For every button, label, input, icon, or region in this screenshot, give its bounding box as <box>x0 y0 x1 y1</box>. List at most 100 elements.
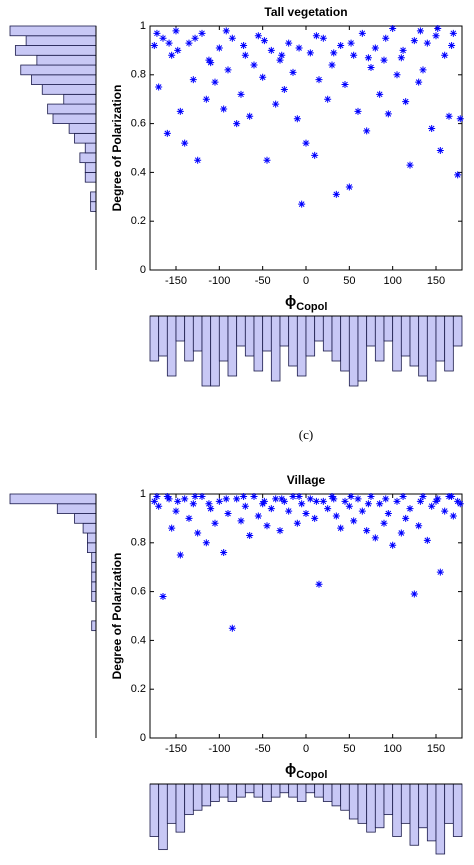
x-hist-bar <box>409 315 420 367</box>
x-hist-bar <box>348 783 359 820</box>
point <box>345 502 353 510</box>
point <box>423 39 431 47</box>
point <box>376 90 384 98</box>
y-tick-label: 0.4 <box>131 634 146 646</box>
point <box>222 27 230 35</box>
y-tick-label: 0 <box>140 264 146 276</box>
x-hist-bar <box>262 783 272 802</box>
point <box>312 32 320 40</box>
point <box>207 505 215 513</box>
x-tick-label: -150 <box>165 743 187 755</box>
point <box>341 497 349 505</box>
point <box>215 497 223 505</box>
point <box>267 46 275 54</box>
x-hist-bar <box>426 783 437 842</box>
point <box>399 46 407 54</box>
x-hist-bar <box>418 315 428 377</box>
point <box>260 37 268 45</box>
point <box>389 24 397 32</box>
point <box>449 29 457 37</box>
point <box>345 183 353 191</box>
point <box>393 497 401 505</box>
point <box>367 492 375 500</box>
point <box>174 46 182 54</box>
point <box>416 27 424 35</box>
y-hist-bar <box>79 152 97 164</box>
x-hist-bar <box>435 315 446 362</box>
y-hist-bar <box>87 532 97 544</box>
x-hist-bar <box>288 783 298 798</box>
point <box>185 514 193 522</box>
point <box>289 492 297 500</box>
x-hist-bar <box>400 315 411 357</box>
point <box>315 580 323 588</box>
point <box>330 49 338 57</box>
y-hist-bar <box>82 522 97 534</box>
x-hist-bar <box>452 315 463 347</box>
y-hist-bar <box>20 64 97 76</box>
x-hist-bar <box>340 315 350 372</box>
x-hist-bar <box>192 315 203 352</box>
point <box>254 32 262 40</box>
x-axis-label: ϕCopol <box>285 293 327 313</box>
point <box>384 110 392 118</box>
point <box>224 66 232 74</box>
y-tick-label: 0.6 <box>131 118 146 130</box>
point <box>272 100 280 108</box>
x-hist-bar <box>279 315 290 347</box>
point <box>205 56 213 64</box>
plot-area <box>149 493 463 739</box>
x-label-sub: Copol <box>296 301 327 313</box>
point <box>382 495 390 503</box>
point <box>454 171 462 179</box>
point <box>428 124 436 132</box>
y-hist-bar <box>90 201 97 212</box>
x-hist-bar <box>158 783 168 851</box>
point <box>280 497 288 505</box>
point <box>153 492 161 500</box>
point <box>211 78 219 86</box>
y-hist-bar <box>91 571 97 583</box>
point <box>393 71 401 79</box>
x-hist-bar <box>288 315 298 367</box>
x-hist-bar <box>210 783 220 802</box>
point <box>194 529 202 537</box>
y-tick-label: 0.8 <box>131 537 146 549</box>
point <box>293 115 301 123</box>
y-hist-bar <box>84 162 97 173</box>
point <box>328 61 336 69</box>
y-hist-bar <box>91 591 97 602</box>
x-hist-bar <box>305 315 316 357</box>
x-hist-bar <box>383 783 394 816</box>
point <box>410 590 418 598</box>
x-hist-bar <box>314 315 324 342</box>
point <box>436 146 444 154</box>
x-hist-bar <box>184 315 194 362</box>
point <box>168 51 176 59</box>
point <box>298 200 306 208</box>
point <box>384 510 392 518</box>
point <box>311 151 319 159</box>
point <box>159 592 167 600</box>
point <box>228 34 236 42</box>
y-hist-bar <box>52 113 97 124</box>
x-hist-bar <box>340 783 350 811</box>
point <box>150 42 158 50</box>
x-hist-bar <box>175 315 186 342</box>
point <box>311 514 319 522</box>
point <box>380 56 388 64</box>
point <box>410 37 418 45</box>
point <box>428 502 436 510</box>
point <box>302 510 310 518</box>
point <box>397 54 405 62</box>
point <box>278 495 286 503</box>
point <box>306 49 314 57</box>
x-tick-label: 50 <box>343 275 355 287</box>
point <box>402 98 410 106</box>
point <box>155 502 163 510</box>
point <box>241 502 249 510</box>
y-hist-bar <box>91 561 97 573</box>
point <box>246 112 254 120</box>
x-hist-bar <box>426 315 437 382</box>
point <box>302 139 310 147</box>
